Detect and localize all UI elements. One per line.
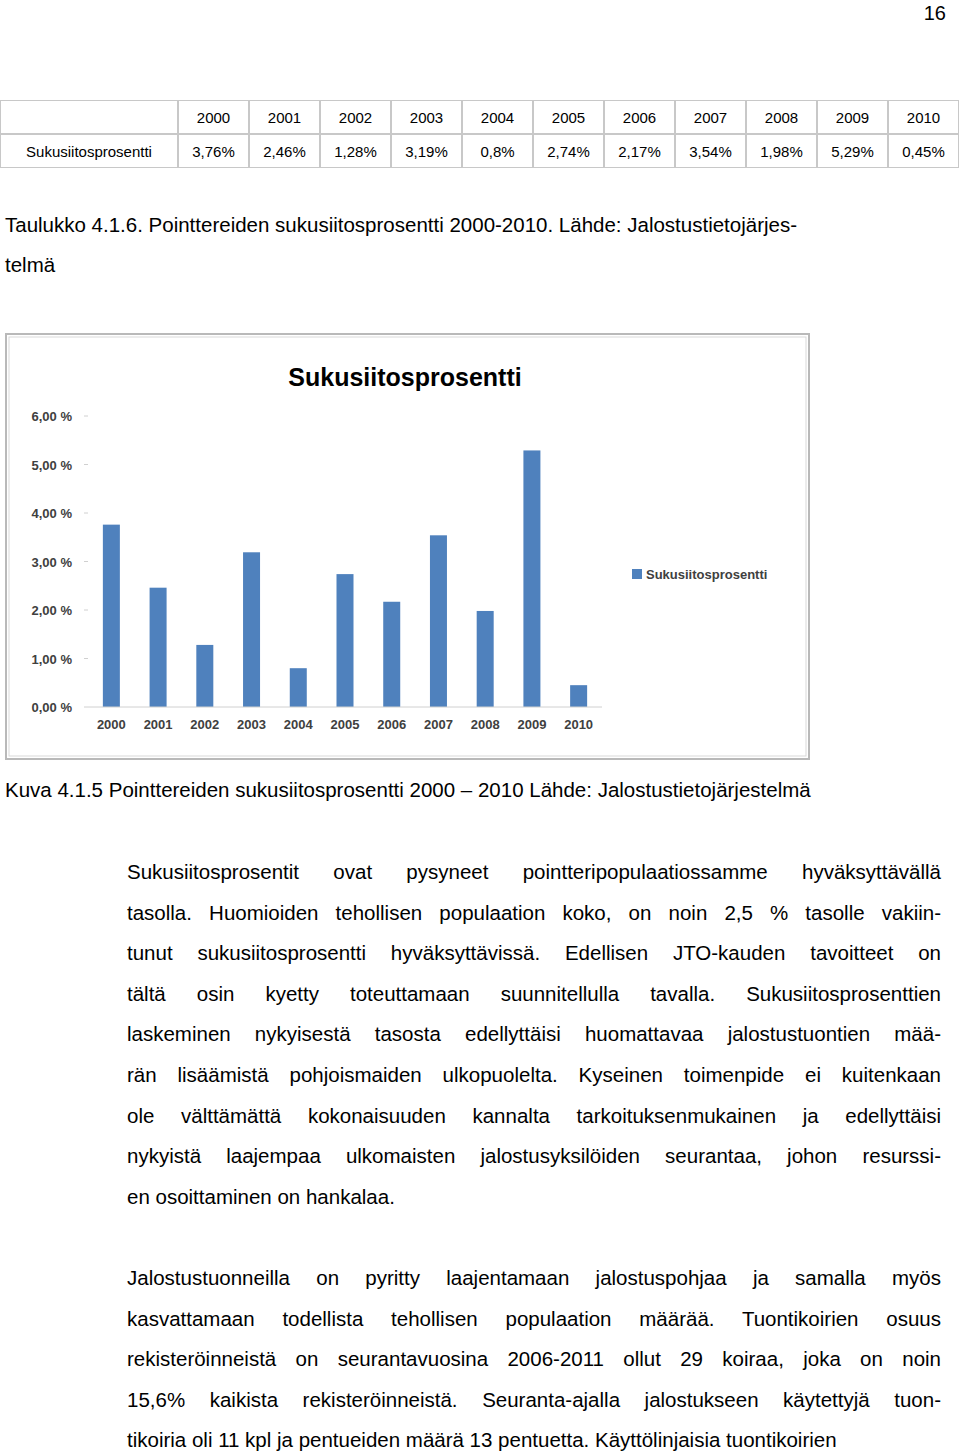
legend-label: Sukusiitosprosentti: [646, 567, 767, 582]
x-tick-label: 2002: [190, 717, 219, 732]
paragraph-line: tasolla. Huomioiden tehollisen populaati…: [127, 893, 941, 934]
table-cell: 0,45%: [888, 134, 959, 168]
table-header-cell: 2006: [604, 100, 675, 134]
bar: [523, 450, 540, 707]
bar: [430, 535, 447, 707]
x-tick-label: 2006: [377, 717, 406, 732]
table-cell: 5,29%: [817, 134, 888, 168]
y-tick: [84, 658, 88, 659]
bar: [570, 685, 587, 707]
table-row-label: Sukusiitosprosentti: [0, 134, 178, 168]
x-tick-label: 2010: [564, 717, 593, 732]
bar: [337, 574, 354, 707]
table-corner: [0, 100, 178, 134]
y-tick-label: 5,00 %: [32, 458, 73, 473]
table-cell: 3,76%: [178, 134, 249, 168]
paragraph-line: kasvattamaan todellista tehollisen popul…: [127, 1299, 941, 1340]
figure-caption: Kuva 4.1.5 Pointtereiden sukusiitosprose…: [5, 777, 811, 803]
table-header-cell: 2002: [320, 100, 391, 134]
table-caption: Taulukko 4.1.6. Pointtereiden sukusiitos…: [5, 212, 797, 238]
y-tick-label: 4,00 %: [32, 506, 73, 521]
y-tick-label: 2,00 %: [32, 603, 73, 618]
paragraph-line: 15,6% kaikista rekisteröinneistä. Seuran…: [127, 1380, 941, 1421]
y-tick: [84, 707, 88, 708]
paragraph-line: tunut sukusiitosprosentti hyväksyttäviss…: [127, 933, 941, 974]
chart-inner-frame: [9, 337, 806, 756]
paragraph-line: ole välttämättä kokonaisuuden kannalta t…: [127, 1096, 941, 1137]
paragraph-line: rän lisäämistä pohjoismaiden ulkopuolelt…: [127, 1055, 941, 1096]
bar: [196, 645, 213, 707]
table-header-cell: 2001: [249, 100, 320, 134]
table-cell: 2,17%: [604, 134, 675, 168]
paragraph-line: rekisteröinneistä on seurantavuosina 200…: [127, 1339, 941, 1380]
table-cell: 2,74%: [533, 134, 604, 168]
table-cell: 1,28%: [320, 134, 391, 168]
table-cell: 3,54%: [675, 134, 746, 168]
x-tick-label: 2001: [144, 717, 173, 732]
paragraph-line: laskeminen nykyisestä tasosta edellyttäi…: [127, 1014, 941, 1055]
x-tick-label: 2004: [284, 717, 314, 732]
y-tick: [84, 513, 88, 514]
table-header-cell: 2005: [533, 100, 604, 134]
table-cell: 0,8%: [462, 134, 533, 168]
y-tick-label: 0,00 %: [32, 700, 73, 715]
table-header-cell: 2009: [817, 100, 888, 134]
chart-title: Sukusiitosprosentti: [288, 363, 521, 391]
table-cell: 2,46%: [249, 134, 320, 168]
bar: [243, 552, 260, 707]
table-header-cell: 2000: [178, 100, 249, 134]
x-tick-label: 2007: [424, 717, 453, 732]
y-tick: [84, 610, 88, 611]
bar: [150, 588, 167, 707]
chart-frame: [6, 334, 809, 759]
paragraph-line: Jalostustuonneilla on pyritty laajentama…: [127, 1258, 941, 1299]
bars: [103, 450, 587, 707]
table-cell: 3,19%: [391, 134, 462, 168]
bar: [383, 602, 400, 707]
y-tick-label: 3,00 %: [32, 555, 73, 570]
table-header-cell: 2007: [675, 100, 746, 134]
y-tick: [84, 464, 88, 465]
table-header-cell: 2008: [746, 100, 817, 134]
bar: [290, 668, 307, 707]
paragraph-line: Sukusiitosprosentit ovat pysyneet pointt…: [127, 852, 941, 893]
legend-swatch: [632, 569, 642, 579]
x-tick-label: 2000: [97, 717, 126, 732]
paragraph-line: en osoittaminen on hankalaa.: [127, 1177, 941, 1218]
bar: [477, 611, 494, 707]
x-axis: [88, 707, 602, 708]
y-tick-label: 6,00 %: [32, 409, 73, 424]
x-tick-label: 2008: [471, 717, 500, 732]
x-tick-label: 2005: [331, 717, 360, 732]
y-tick: [84, 416, 88, 417]
y-tick: [84, 561, 88, 562]
table-cell: 1,98%: [746, 134, 817, 168]
page-number: 16: [924, 0, 946, 26]
x-tick-label: 2009: [517, 717, 546, 732]
paragraph-line: tältä osin kyetty toteuttamaan suunnitel…: [127, 974, 941, 1015]
y-tick-label: 1,00 %: [32, 652, 73, 667]
bar: [103, 525, 120, 707]
paragraph-line: tikoiria oli 11 kpl ja pentueiden määrä …: [127, 1420, 941, 1455]
chart: Sukusiitosprosentti 0,00 % 1,00 % 2,00 % 3,0…: [5, 333, 810, 760]
x-tick-label: 2003: [237, 717, 266, 732]
table-header-cell: 2004: [462, 100, 533, 134]
table-header-cell: 2010: [888, 100, 959, 134]
table-caption: telmä: [5, 252, 55, 278]
table-header-cell: 2003: [391, 100, 462, 134]
paragraph-line: nykyistä laajempaa ulkomaisten jalostusy…: [127, 1136, 941, 1177]
